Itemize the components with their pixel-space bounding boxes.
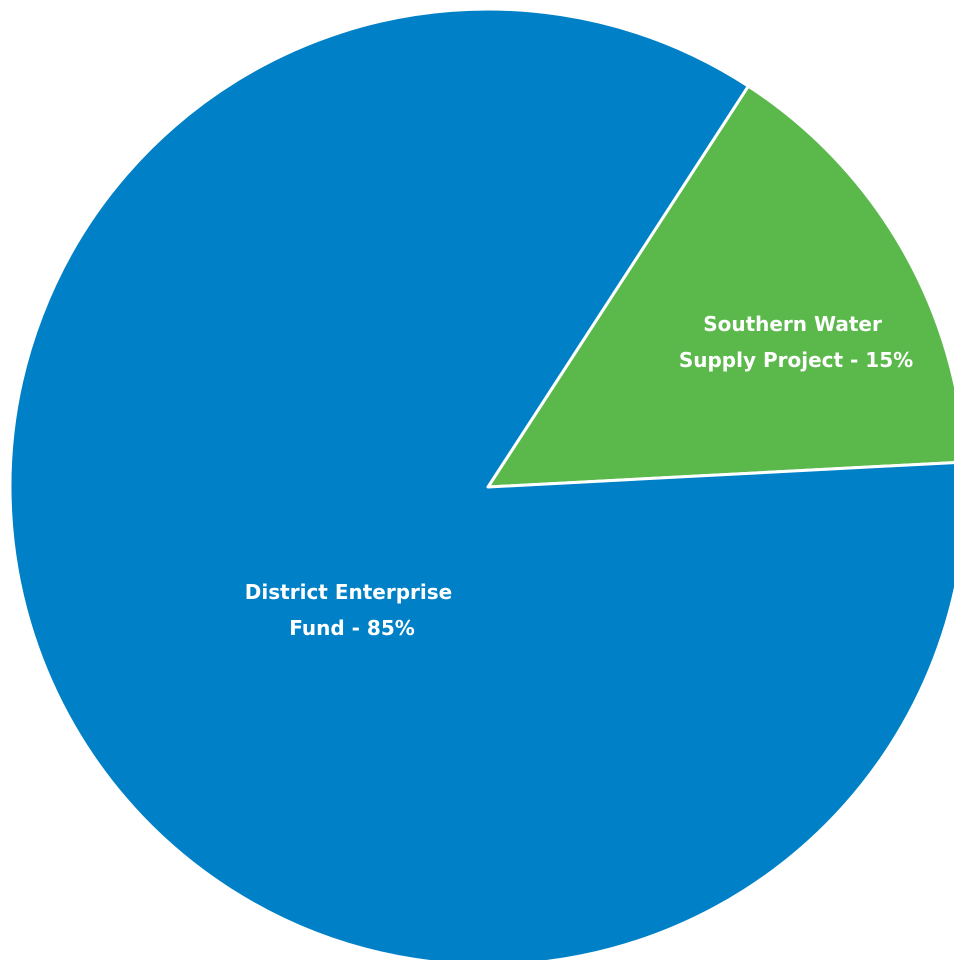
slice-label-district-enterprise-line-2: Fund - 85%: [289, 616, 415, 640]
slice-label-southern-water-line-1: Southern Water: [703, 312, 882, 336]
pie-slices: [8, 7, 954, 960]
pie-slice-southern-water: [486, 84, 954, 489]
pie-slice-district-enterprise: [8, 7, 954, 960]
slice-label-southern-water: Southern Water Supply Project - 15%: [679, 312, 913, 372]
slice-label-district-enterprise: District Enterprise Fund - 85%: [245, 580, 459, 640]
slice-labels: Southern Water Supply Project - 15% Dist…: [245, 312, 913, 640]
slice-label-district-enterprise-line-1: District Enterprise: [245, 580, 452, 604]
slice-label-southern-water-line-2: Supply Project - 15%: [679, 348, 913, 372]
